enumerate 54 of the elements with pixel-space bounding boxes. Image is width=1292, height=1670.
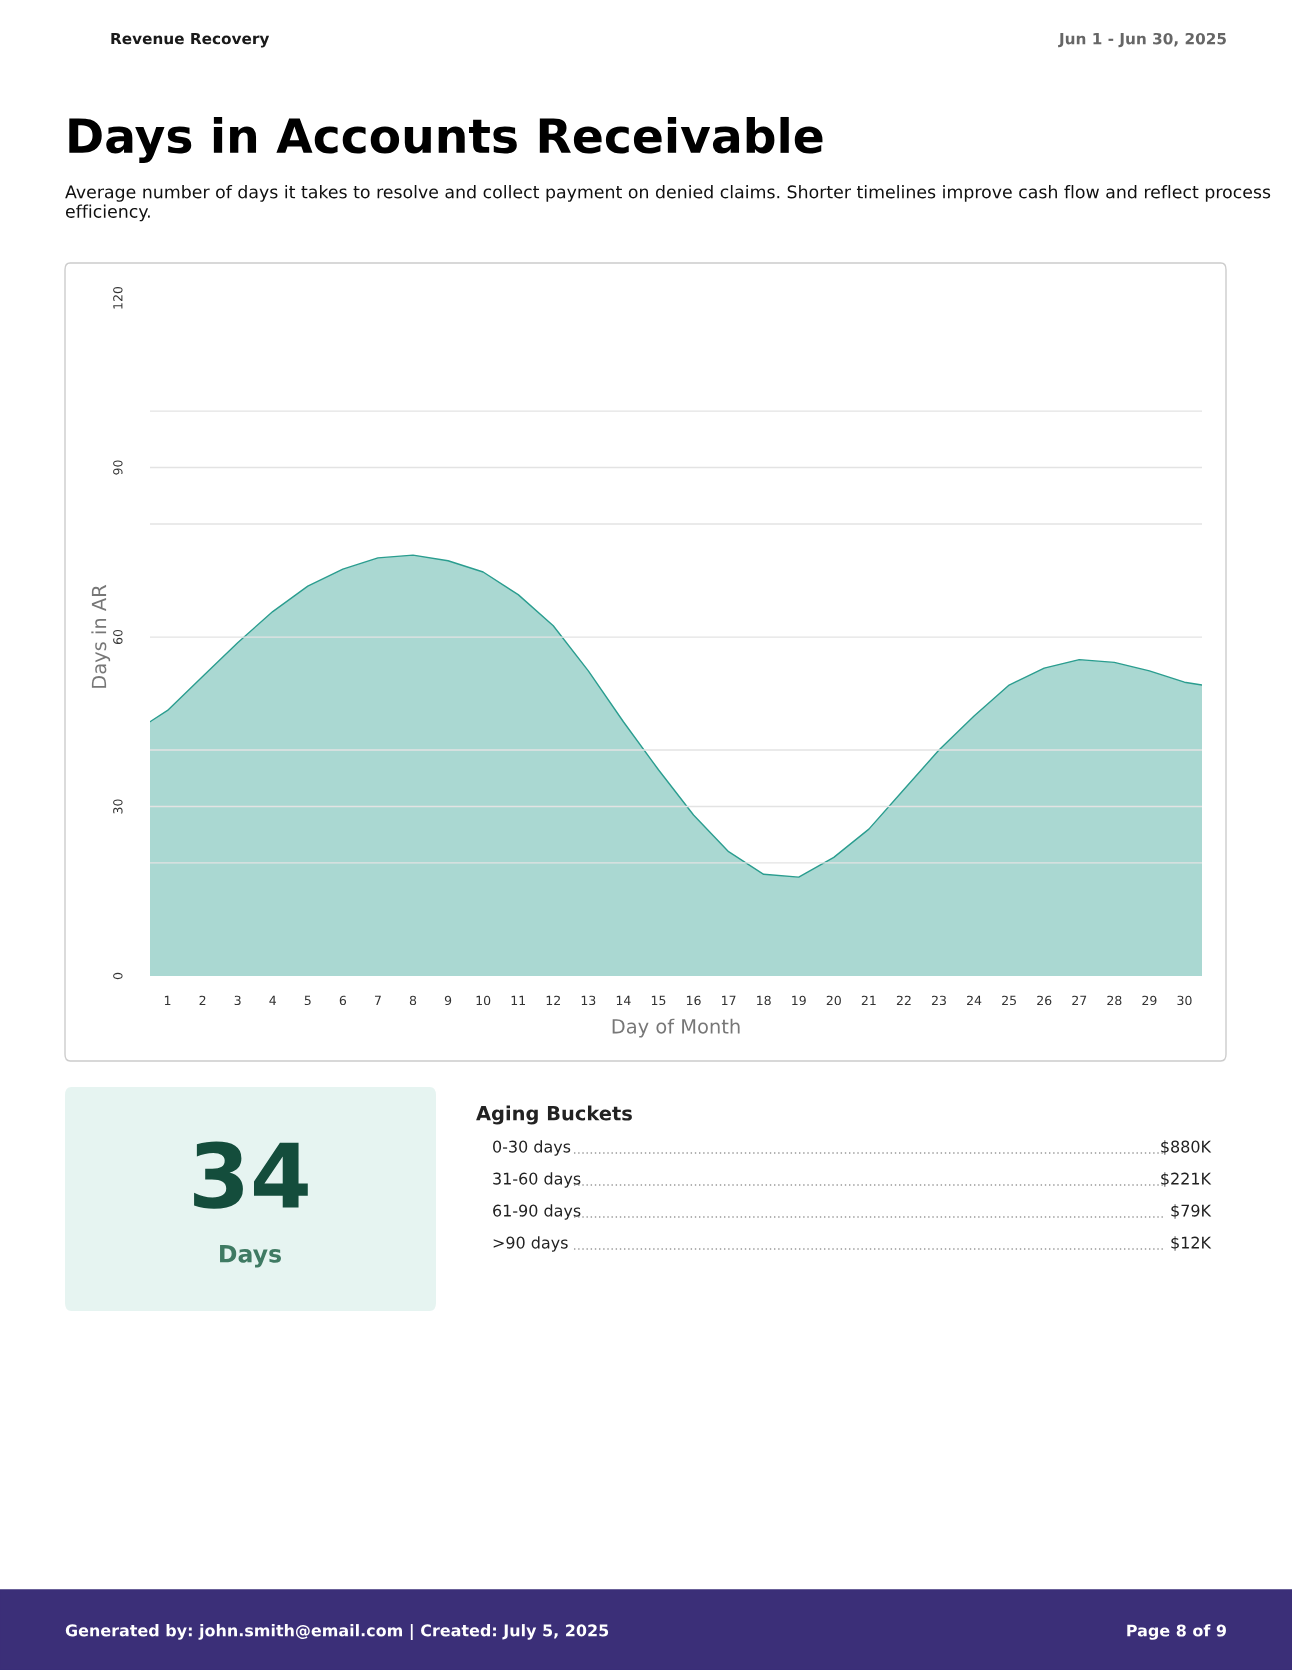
y-tick-label: 0 [113,972,123,980]
category-label: 61-90 days [493,1204,581,1220]
category-label: >90 days [493,1236,568,1252]
x-tick-label: 22 [896,995,911,1005]
x-tick-label: 2 [199,995,206,1005]
x-tick-label: 23 [931,995,946,1006]
x-tick-label: 20 [826,995,841,1006]
x-tick-label: 30 [1177,995,1192,1006]
text: Page 8 of 9 [1127,1624,1226,1640]
text: $79K [1171,1204,1212,1219]
x-tick-label: 3 [234,995,241,1006]
x-tick-label: 11 [511,995,525,1005]
x-tick-label: 4 [269,995,277,1005]
x-tick-label: 8 [409,995,417,1006]
x-tick-label: 13 [581,995,596,1006]
x-tick-label: 18 [757,995,771,1006]
x-tick-label: 10 [476,995,491,1006]
y-tick-label: 90 [113,460,123,475]
x-tick-label: 27 [1072,995,1087,1005]
x-tick-label: 28 [1107,995,1122,1006]
x-tick-label: 29 [1142,995,1157,1006]
x-tick-label: 5 [304,995,311,1006]
x-tick-label: 9 [444,995,452,1006]
x-tick-label: 7 [374,995,381,1005]
chart-subtitle: Average number of days it takes to resolve and collect payment on denied claims. Shorter timelines improve cash flow and reflect process efficiency. [65,185,1271,222]
text: Revenue Recovery [111,32,270,48]
text: 34 [194,1141,308,1209]
y-tick-label: 60 [113,629,123,645]
y-tick-label: 30 [113,799,123,814]
x-tick-label: 6 [339,995,347,1006]
x-tick-label: 14 [616,995,631,1005]
category-label: 0-30 days [493,1140,571,1156]
text: $221K [1161,1172,1212,1187]
text: Generated by: john.smith@email.com | Created: July 5, 2025 [65,1624,609,1640]
x-tick-label: 17 [722,995,736,1005]
text: Jun 1 - Jun 30, 2025 [1058,32,1226,48]
text: $880K [1161,1140,1212,1155]
x-tick-label: 21 [861,995,876,1005]
x-axis-title: Day of Month [612,1018,740,1038]
y-tick-label: 120 [113,286,123,309]
x-tick-label: 26 [1037,995,1052,1006]
y-axis-title: Days in AR [91,584,111,688]
x-tick-label: 24 [967,995,982,1005]
category-label: 31-60 days [493,1172,581,1188]
chart-title: Days in Accounts Receivable [69,116,823,164]
text: Days [220,1245,281,1268]
x-tick-label: 19 [792,995,806,1006]
text: Aging Buckets [476,1105,632,1125]
x-tick-label: 25 [1002,995,1016,1006]
x-tick-label: 1 [164,995,171,1005]
x-tick-label: 16 [686,995,701,1006]
x-tick-label: 12 [546,995,560,1005]
text: $12K [1171,1236,1212,1251]
x-tick-label: 15 [651,995,666,1006]
